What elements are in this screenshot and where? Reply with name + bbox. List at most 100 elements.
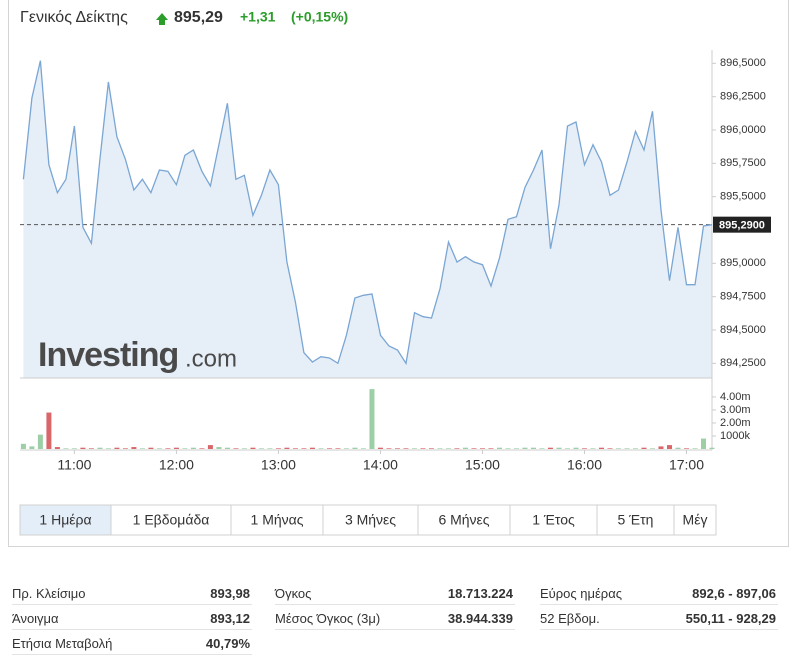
volume-bar — [207, 445, 213, 449]
range-button[interactable]: Μέγ — [673, 504, 717, 536]
y-tick-label: 895,5000 — [720, 191, 766, 203]
stat-label: Όγκος — [275, 586, 312, 601]
volume-bar — [241, 448, 247, 449]
volume-bar — [335, 448, 341, 449]
volume-bar — [343, 448, 349, 449]
range-button-label: 1 Ημέρα — [39, 512, 91, 528]
x-tick-label: 12:00 — [159, 457, 194, 473]
volume-bar — [301, 448, 307, 449]
range-button-label: Μέγ — [683, 512, 708, 528]
volume-bar — [394, 448, 400, 449]
volume-bar — [29, 446, 35, 449]
range-button-label: 5 Έτη — [618, 512, 654, 528]
volume-bar — [573, 447, 579, 449]
watermark: Investing .com — [38, 336, 237, 374]
volume-bar — [139, 448, 145, 449]
stats-row: 52 Εβδομ. 550,11 - 928,29 — [540, 606, 778, 630]
volume-bar — [505, 448, 511, 449]
stat-label: Μέσος Όγκος (3μ) — [275, 611, 381, 626]
stats-row: Εύρος ημέρας 892,6 - 897,06 — [540, 581, 778, 605]
x-tick-label: 15:00 — [465, 457, 500, 473]
volume-bar — [377, 447, 383, 449]
volume-bar — [428, 448, 434, 449]
volume-bar — [658, 446, 664, 449]
volume-bar — [632, 448, 638, 449]
current-price-label: 895,2900 — [719, 220, 765, 232]
range-button-bg — [19, 504, 112, 536]
volume-bar — [488, 448, 494, 449]
volume-bar — [275, 448, 281, 449]
y-tick-label: 895,0000 — [720, 257, 766, 269]
y-tick-label: 896,0000 — [720, 124, 766, 136]
stat-value: 40,79% — [205, 636, 250, 651]
range-button[interactable]: 1 Εβδομάδα — [110, 504, 232, 536]
y-tick-label: 894,2500 — [720, 357, 766, 369]
stat-value: 893,12 — [210, 611, 250, 626]
y-tick-label: 895,7500 — [720, 157, 766, 169]
volume-bar — [369, 389, 375, 449]
stat-value: 893,98 — [210, 586, 250, 601]
volume-bar — [649, 448, 655, 449]
stat-label: 52 Εβδομ. — [540, 611, 600, 626]
volume-bar — [182, 448, 188, 449]
x-tick-label: 11:00 — [57, 457, 91, 473]
volume-bar — [437, 448, 443, 449]
range-button-bg — [322, 504, 419, 536]
volume-bar — [547, 447, 553, 449]
x-tick-label: 17:00 — [669, 457, 704, 473]
stat-label: Πρ. Κλείσιμο — [12, 586, 86, 601]
range-button-label: 3 Μήνες — [345, 512, 396, 528]
volume-bar — [530, 447, 536, 449]
volume-bar — [284, 447, 290, 449]
volume-bar — [122, 448, 128, 449]
volume-bar — [80, 447, 86, 449]
volume-bar — [496, 447, 502, 449]
x-tick-label: 13:00 — [261, 457, 296, 473]
range-button[interactable]: 6 Μήνες — [417, 504, 511, 536]
volume-bar — [326, 448, 332, 449]
volume-bar — [105, 448, 111, 449]
stats-row: Όγκος 18.713.224 — [275, 581, 515, 605]
range-button[interactable]: 1 Μήνας — [230, 504, 324, 536]
volume-bar — [20, 443, 26, 449]
stat-label: Άνοιγμα — [12, 611, 59, 626]
volume-bar — [216, 447, 222, 449]
price-line — [22, 60, 713, 366]
volume-bar — [114, 447, 120, 449]
volume-bar — [683, 448, 689, 449]
y-tick-label: 2.00m — [720, 417, 751, 429]
stat-label: Ετήσια Μεταβολή — [12, 636, 113, 651]
range-button[interactable]: 1 Ημέρα — [19, 504, 112, 536]
watermark-suffix: .com — [185, 345, 237, 372]
range-button-label: 6 Μήνες — [438, 512, 489, 528]
volume-bar — [624, 448, 630, 449]
volume-bar — [403, 448, 409, 449]
x-tick-label: 16:00 — [567, 457, 602, 473]
volume-bar — [63, 448, 69, 449]
volume-bar — [556, 447, 562, 449]
chart: Γενικός Δείκτης 895,29 +1,31 (+0,15%) In… — [19, 9, 771, 536]
volume-bar — [88, 448, 94, 449]
volume-bar — [190, 447, 196, 449]
range-button[interactable]: 3 Μήνες — [322, 504, 419, 536]
volume-bar — [156, 448, 162, 449]
volume-bar — [607, 448, 613, 449]
volume-bar — [352, 447, 358, 449]
volume-bar — [522, 447, 528, 449]
volume-bar — [318, 448, 324, 449]
volume-bar — [479, 448, 485, 449]
range-button[interactable]: 1 Έτος — [509, 504, 598, 536]
volume-bar — [462, 447, 468, 449]
range-button-label: 1 Μήνας — [251, 512, 304, 528]
volume-bar — [97, 447, 103, 449]
volume-bar — [148, 447, 154, 449]
stats-row: Άνοιγμα 893,12 — [12, 606, 252, 630]
volume-bar — [564, 448, 570, 449]
range-button-label: 1 Εβδομάδα — [133, 512, 210, 528]
volume-bar — [692, 448, 698, 449]
y-tick-label: 1000k — [720, 430, 750, 442]
volume-bar — [598, 447, 604, 449]
stats-table: Πρ. Κλείσιμο 893,98 Άνοιγμα 893,12 Ετήσια Με… — [12, 581, 782, 657]
range-button[interactable]: 5 Έτη — [596, 504, 675, 536]
volume-bar — [46, 412, 52, 449]
